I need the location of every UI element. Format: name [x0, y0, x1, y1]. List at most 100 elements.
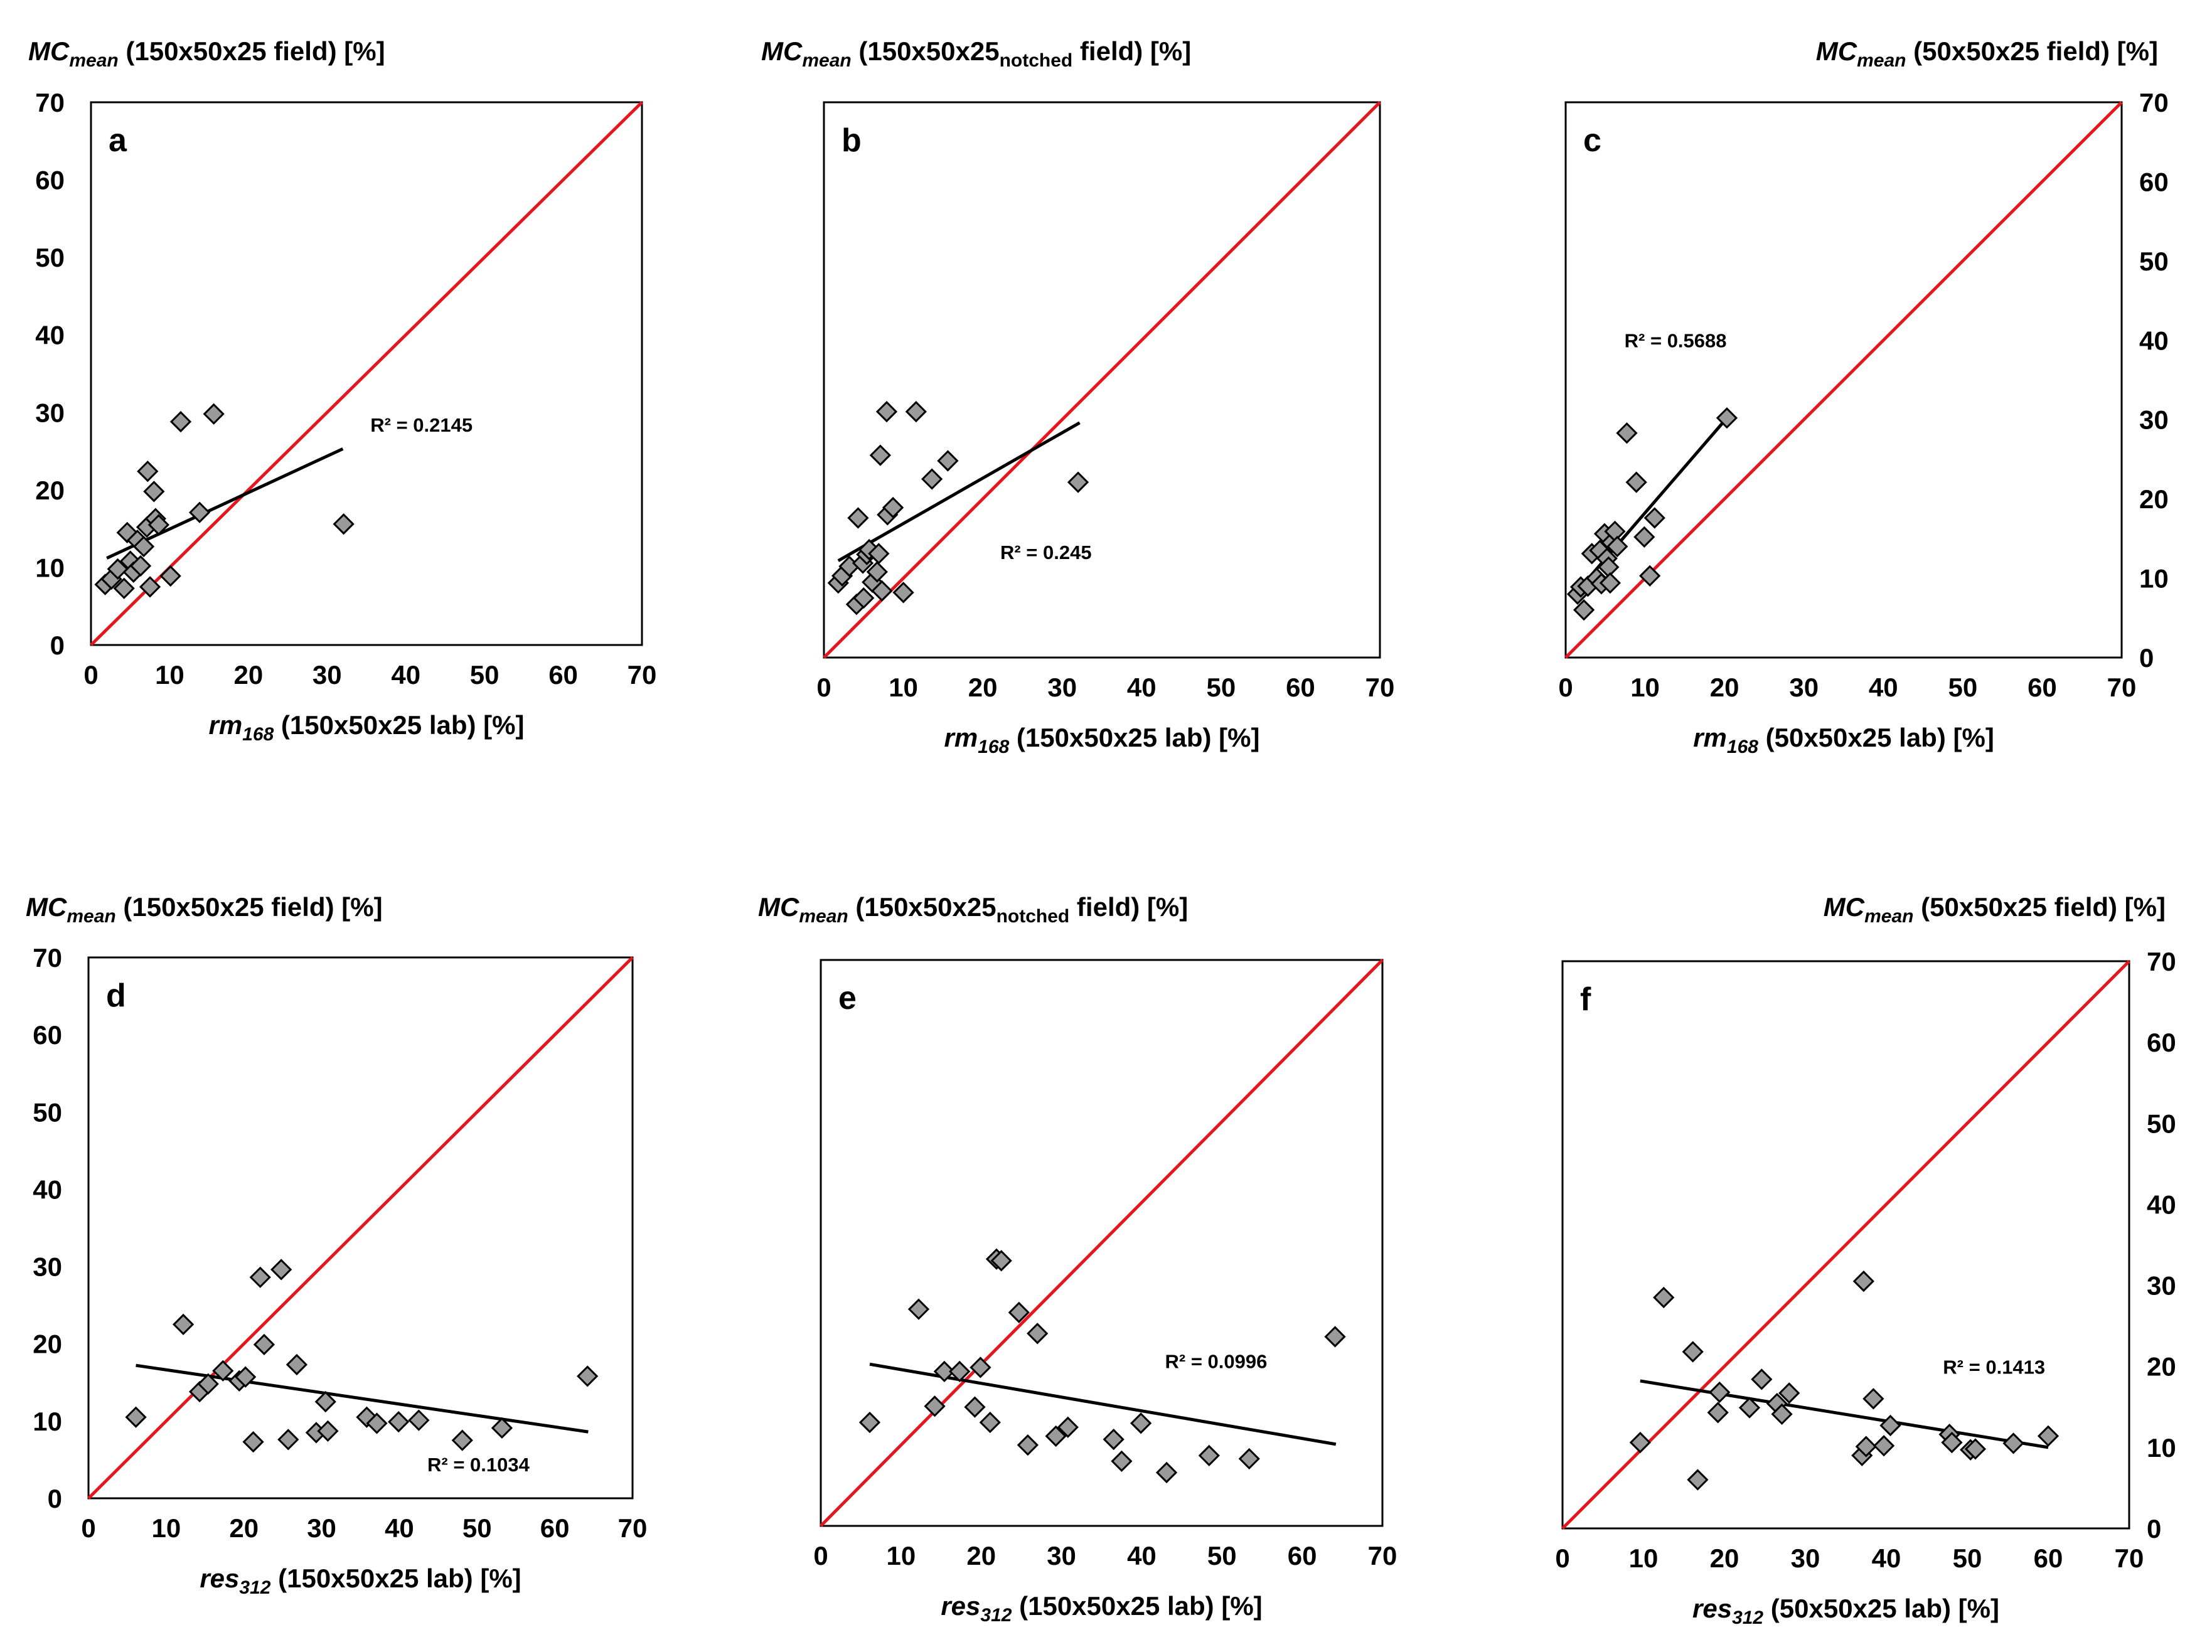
y-tick-label: 40 — [2147, 1190, 2176, 1219]
data-point — [1017, 1434, 1039, 1456]
plot-frame — [1561, 960, 2130, 1530]
data-point — [451, 1429, 473, 1451]
data-point — [871, 580, 893, 602]
data-point — [333, 513, 355, 535]
data-point — [172, 1313, 195, 1336]
x-tick-label: 70 — [628, 660, 657, 690]
data-point — [1324, 1326, 1346, 1348]
data-point — [882, 496, 904, 519]
data-point — [242, 1431, 264, 1453]
data-point — [1045, 1425, 1067, 1447]
y-tick-label: 40 — [35, 321, 65, 350]
data-point — [921, 468, 943, 490]
data-point — [125, 1406, 147, 1428]
r-squared-label: R² = 0.1034 — [427, 1454, 530, 1476]
y-tick-label: 40 — [33, 1175, 62, 1204]
data-point — [1111, 1450, 1133, 1473]
data-point — [277, 1429, 299, 1451]
y-tick-label: 30 — [35, 398, 65, 427]
y-tick-label: 20 — [2139, 484, 2169, 514]
x-tick-label: 10 — [1629, 1543, 1659, 1573]
y-tick-label: 60 — [2139, 167, 2169, 196]
x-tick-label: 60 — [540, 1513, 570, 1543]
data-point — [875, 400, 898, 423]
y-tick-label: 50 — [35, 243, 65, 272]
y-tick-label: 10 — [2139, 564, 2169, 594]
data-point — [1771, 1403, 1793, 1426]
data-point — [979, 1411, 1001, 1434]
panel-b: 0 10 20 30 40 50 60 70 rm168 (150x50x25 lab) [%]… — [761, 36, 1394, 757]
trend-line — [837, 421, 1081, 562]
x-axis-title: res312 (150x50x25 lab) [%] — [941, 1591, 1262, 1626]
y-tick-label: 0 — [2139, 643, 2154, 673]
x-axis-title: rm168 (150x50x25 lab) [%] — [944, 723, 1260, 757]
r-squared-label: R² = 0.0996 — [1165, 1351, 1268, 1373]
y-tick-label: 20 — [2147, 1352, 2176, 1382]
x-tick-label: 50 — [1948, 673, 1977, 702]
y-tick-label: 70 — [33, 943, 62, 973]
data-point — [1873, 1435, 1895, 1457]
x-tick-label: 50 — [1207, 1541, 1237, 1570]
x-tick-label: 40 — [391, 660, 420, 690]
data-point — [1716, 407, 1738, 429]
x-tick-label: 50 — [1206, 673, 1236, 702]
panel-label: e — [838, 980, 857, 1016]
data-point — [169, 410, 192, 433]
data-point — [1778, 1382, 1800, 1404]
x-tick-label: 0 — [1558, 673, 1573, 702]
panel-d: 0 10 20 30 40 50 60 70 0 10 20 30 40 50 60 70 res312 (15… — [26, 892, 647, 1598]
x-tick-label: 70 — [618, 1513, 648, 1543]
x-tick-label: 50 — [1953, 1543, 1982, 1573]
data-point — [1198, 1444, 1220, 1467]
x-tick-label: 50 — [470, 660, 500, 690]
y-axis-title: MCmean (50x50x25 field) [%] — [1824, 892, 2166, 927]
x-tick-label: 60 — [1288, 1541, 1317, 1570]
data-point — [1057, 1416, 1079, 1438]
x-tick-label: 20 — [968, 673, 998, 702]
data-point — [129, 555, 152, 577]
x-tick-label: 70 — [2107, 673, 2137, 702]
data-point — [1862, 1388, 1884, 1410]
x-tick-label: 30 — [313, 660, 342, 690]
trend-line — [1640, 1379, 2049, 1449]
data-point — [212, 1360, 234, 1382]
x-tick-label: 40 — [1127, 673, 1157, 702]
plot-frame — [90, 101, 643, 646]
data-point — [990, 1250, 1012, 1272]
data-point — [1709, 1381, 1731, 1404]
x-tick-label: 30 — [1047, 1541, 1076, 1570]
data-point — [491, 1417, 513, 1439]
y-tick-label: 50 — [33, 1097, 62, 1127]
data-point — [1155, 1461, 1178, 1484]
data-point — [1751, 1368, 1773, 1390]
x-tick-label: 30 — [307, 1513, 336, 1543]
x-tick-label: 40 — [1127, 1541, 1157, 1570]
data-point — [203, 403, 225, 425]
y-tick-label: 70 — [35, 88, 65, 117]
y-tick-label: 30 — [33, 1252, 62, 1282]
data-point — [924, 1395, 946, 1417]
x-tick-label: 20 — [1710, 1543, 1739, 1573]
data-point — [159, 565, 181, 587]
y-tick-label: 20 — [35, 476, 65, 505]
y-tick-label: 60 — [2147, 1028, 2176, 1057]
x-tick-label: 20 — [233, 660, 263, 690]
data-point — [1027, 1323, 1049, 1345]
x-tick-label: 10 — [886, 1541, 916, 1570]
y-tick-label: 30 — [2139, 405, 2169, 435]
data-point — [853, 587, 875, 609]
data-point — [249, 1266, 271, 1288]
plot-frame — [823, 101, 1381, 659]
data-point — [1707, 1402, 1729, 1424]
data-point — [1599, 572, 1622, 594]
x-tick-label: 0 — [1555, 1543, 1569, 1573]
data-point — [366, 1412, 388, 1434]
data-point — [2037, 1425, 2060, 1447]
x-tick-label: 40 — [1872, 1543, 1901, 1573]
data-point — [868, 543, 890, 565]
x-tick-label: 60 — [1286, 673, 1315, 702]
x-tick-label: 50 — [462, 1513, 492, 1543]
y-tick-label: 40 — [2139, 326, 2169, 355]
y-axis-title: MCmean (150x50x25notched field) [%] — [761, 36, 1191, 71]
